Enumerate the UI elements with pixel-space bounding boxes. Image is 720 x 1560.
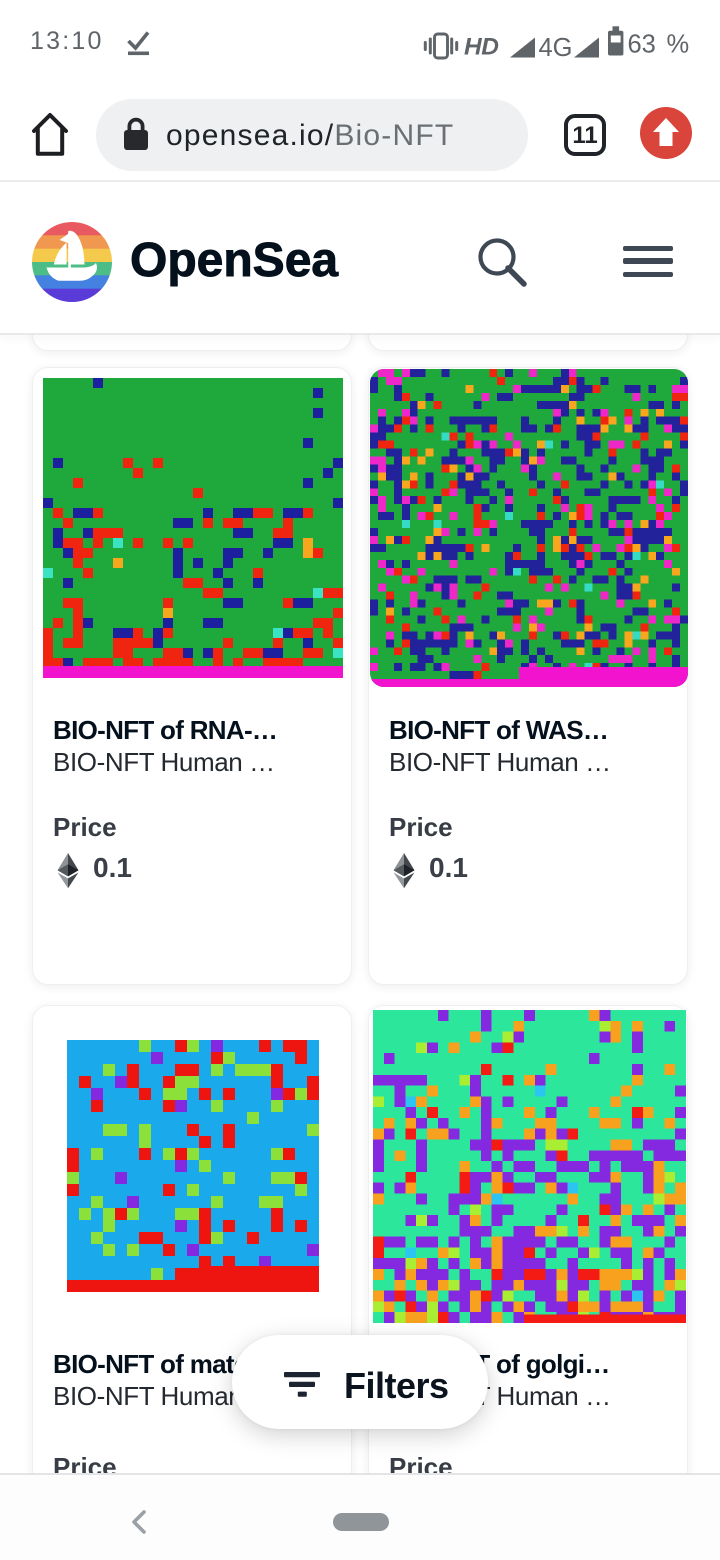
svg-text:%: % (667, 31, 690, 59)
svg-text:4G: 4G (539, 34, 573, 62)
svg-text:HD: HD (464, 34, 498, 61)
svg-text:63: 63 (628, 31, 656, 59)
